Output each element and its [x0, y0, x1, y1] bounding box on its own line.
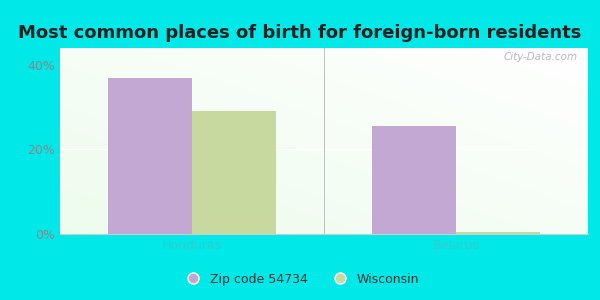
Text: City-Data.com: City-Data.com [503, 52, 577, 62]
Bar [107, 78, 192, 234]
Bar [456, 232, 541, 234]
Bar [192, 111, 277, 234]
Legend: Zip code 54734, Wisconsin: Zip code 54734, Wisconsin [175, 268, 425, 291]
Bar [371, 126, 456, 234]
Text: Most common places of birth for foreign-born residents: Most common places of birth for foreign-… [19, 24, 581, 42]
